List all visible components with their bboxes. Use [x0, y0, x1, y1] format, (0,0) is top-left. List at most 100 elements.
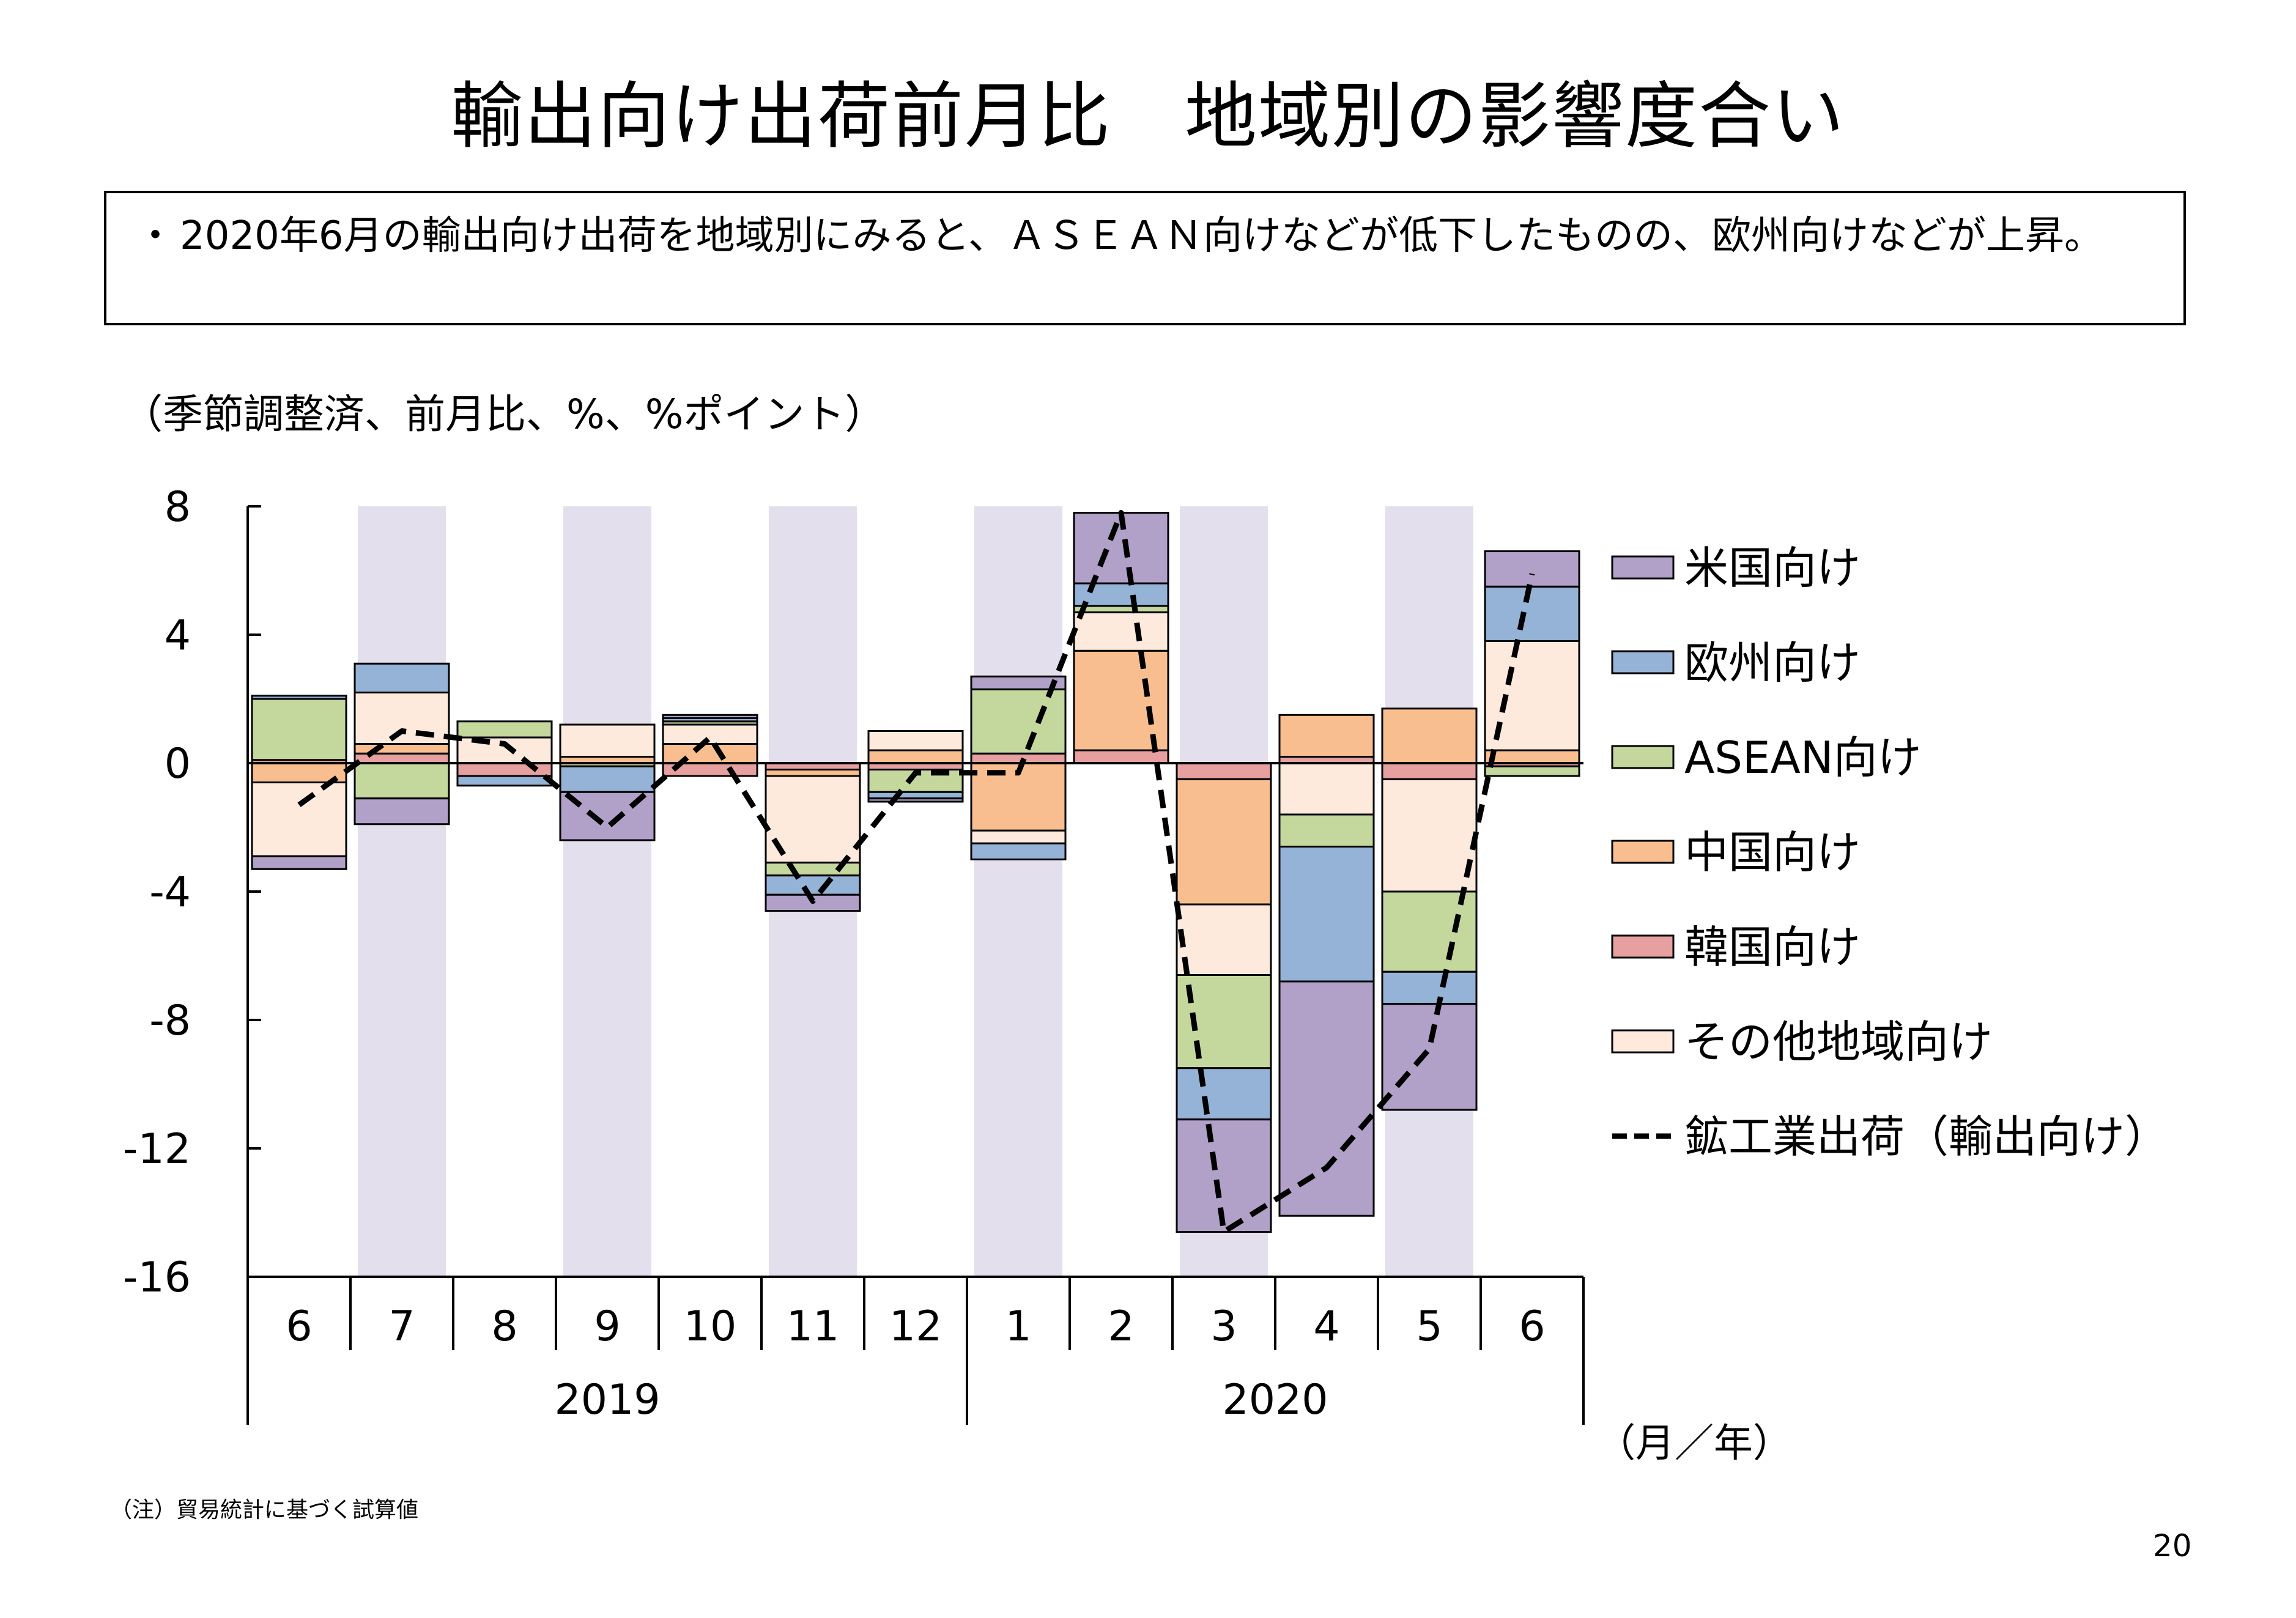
year-label: 2020 — [1222, 1376, 1328, 1424]
y-tick-label: -16 — [123, 1254, 191, 1302]
shipment-line — [297, 510, 1535, 1235]
legend-label: 中国向け — [1684, 827, 1861, 878]
shipment-line-path — [297, 510, 1535, 1235]
bar-segment-0-11 — [1381, 762, 1478, 780]
legend-swatch — [1611, 1029, 1675, 1054]
bar-segment-4-6 — [867, 791, 964, 800]
bar-segment-0-2 — [456, 762, 553, 777]
bar-segment-2-3 — [559, 723, 656, 758]
legend-swatch — [1611, 650, 1675, 674]
bar-segment-1-5 — [765, 769, 861, 777]
bar-segment-0-7 — [970, 752, 1067, 764]
bar-segment-2-8 — [1073, 611, 1169, 652]
y-tick-label: -12 — [123, 1125, 191, 1173]
bar-segment-3-1 — [354, 762, 450, 800]
legend-swatch — [1611, 555, 1675, 580]
bar-segment-1-6 — [867, 749, 964, 764]
year-label: 2019 — [554, 1376, 660, 1424]
x-tick-label: 3 — [1210, 1302, 1237, 1351]
bar-segment-4-5 — [765, 874, 861, 896]
legend-label: 韓国向け — [1684, 922, 1861, 973]
y-tick-label: 0 — [165, 740, 191, 788]
bar-segment-4-1 — [354, 662, 450, 693]
bar-segment-3-12 — [1484, 765, 1580, 777]
bar-segment-1-8 — [1073, 649, 1169, 752]
y-tick-label: -4 — [149, 868, 191, 917]
page-number: 20 — [2153, 1528, 2192, 1564]
bar-segment-5-4 — [662, 714, 758, 719]
x-tick-label: 8 — [491, 1302, 517, 1351]
bar-segment-5-6 — [867, 797, 964, 803]
legend-label: 米国向け — [1684, 542, 1861, 594]
legend-swatch — [1611, 745, 1675, 769]
bar-segment-2-0 — [251, 781, 347, 857]
bar-segment-2-9 — [1176, 903, 1272, 976]
shaded-band — [563, 506, 651, 1277]
footnote: （注）貿易統計に基づく試算値 — [110, 1498, 419, 1523]
x-tick-label: 6 — [1519, 1302, 1545, 1351]
shaded-band — [358, 506, 446, 1277]
x-tick-label: 10 — [684, 1302, 737, 1351]
legend-label: その他地域向け — [1684, 1016, 1993, 1068]
x-axis-unit-label: （月／年） — [1596, 1421, 1792, 1466]
bar-segment-5-10 — [1278, 980, 1375, 1217]
x-tick-label: 6 — [286, 1302, 312, 1351]
legend-label: ASEAN向け — [1684, 732, 1922, 783]
bar-segment-5-7 — [970, 675, 1067, 690]
x-tick-label: 1 — [1005, 1302, 1031, 1351]
legend-label: 鉱工業出荷（輸出向け） — [1684, 1111, 2169, 1162]
bar-segment-1-12 — [1484, 749, 1580, 764]
bar-segment-1-11 — [1381, 707, 1478, 764]
bar-segment-4-10 — [1278, 846, 1375, 983]
legend-swatch — [1611, 840, 1675, 864]
summary-box: ・ 2020年6月の輸出向け出荷を地域別にみると、ＡＳＥＡＮ向けなどが低下したも… — [104, 191, 2186, 325]
bar-segment-3-8 — [1073, 605, 1169, 613]
x-tick-label: 5 — [1416, 1302, 1442, 1351]
bar-segment-3-0 — [251, 698, 347, 761]
bar-segment-4-9 — [1176, 1067, 1272, 1121]
summary-text: 2020年6月の輸出向け出荷を地域別にみると、ＡＳＥＡＮ向けなどが低下したものの… — [180, 213, 2104, 259]
x-tick-label: 7 — [388, 1302, 415, 1351]
x-tick-label: 12 — [889, 1302, 942, 1351]
x-tick-label: 11 — [787, 1302, 840, 1351]
y-tick-label: -8 — [149, 997, 191, 1045]
bar-segment-5-11 — [1381, 1003, 1478, 1111]
x-tick-label: 9 — [594, 1302, 620, 1351]
slide-title: 輸出向け出荷前月比 地域別の影響度合い — [450, 74, 1845, 158]
y-tick-label: 4 — [165, 611, 191, 660]
bar-segment-4-12 — [1484, 585, 1580, 642]
bar-segment-5-1 — [354, 797, 450, 826]
legend-label: 欧州向け — [1684, 637, 1861, 689]
units-label: （季節調整済、前月比、%、%ポイント） — [122, 391, 886, 438]
bar-segment-2-7 — [970, 829, 1067, 844]
bar-segment-2-10 — [1278, 762, 1375, 816]
bar-segment-3-5 — [765, 862, 861, 877]
legend-swatch — [1611, 934, 1675, 959]
summary-bullet: ・ — [136, 213, 175, 259]
x-tick-label: 2 — [1108, 1302, 1134, 1351]
bar-segment-3-9 — [1176, 974, 1272, 1069]
bar-segment-3-10 — [1278, 813, 1375, 848]
x-tick-label: 4 — [1313, 1302, 1339, 1351]
y-tick-label: 8 — [165, 483, 191, 531]
bars — [251, 512, 1580, 1233]
bar-segment-2-4 — [662, 723, 758, 745]
bar-segment-4-2 — [456, 775, 553, 787]
bar-segment-4-3 — [559, 765, 656, 793]
bar-segment-1-9 — [1176, 778, 1272, 906]
bar-segment-3-2 — [456, 720, 553, 739]
shaded-band — [974, 506, 1062, 1277]
bar-segment-5-0 — [251, 855, 347, 870]
bar-segment-4-11 — [1381, 970, 1478, 1005]
bar-segment-4-0 — [251, 695, 347, 700]
bar-segment-0-9 — [1176, 762, 1272, 780]
bar-segment-2-12 — [1484, 640, 1580, 752]
bar-segment-1-10 — [1278, 714, 1375, 758]
bar-segment-4-7 — [970, 842, 1067, 860]
bar-segment-3-7 — [970, 688, 1067, 755]
bar-segment-2-11 — [1381, 778, 1478, 893]
bar-segment-5-12 — [1484, 550, 1580, 588]
